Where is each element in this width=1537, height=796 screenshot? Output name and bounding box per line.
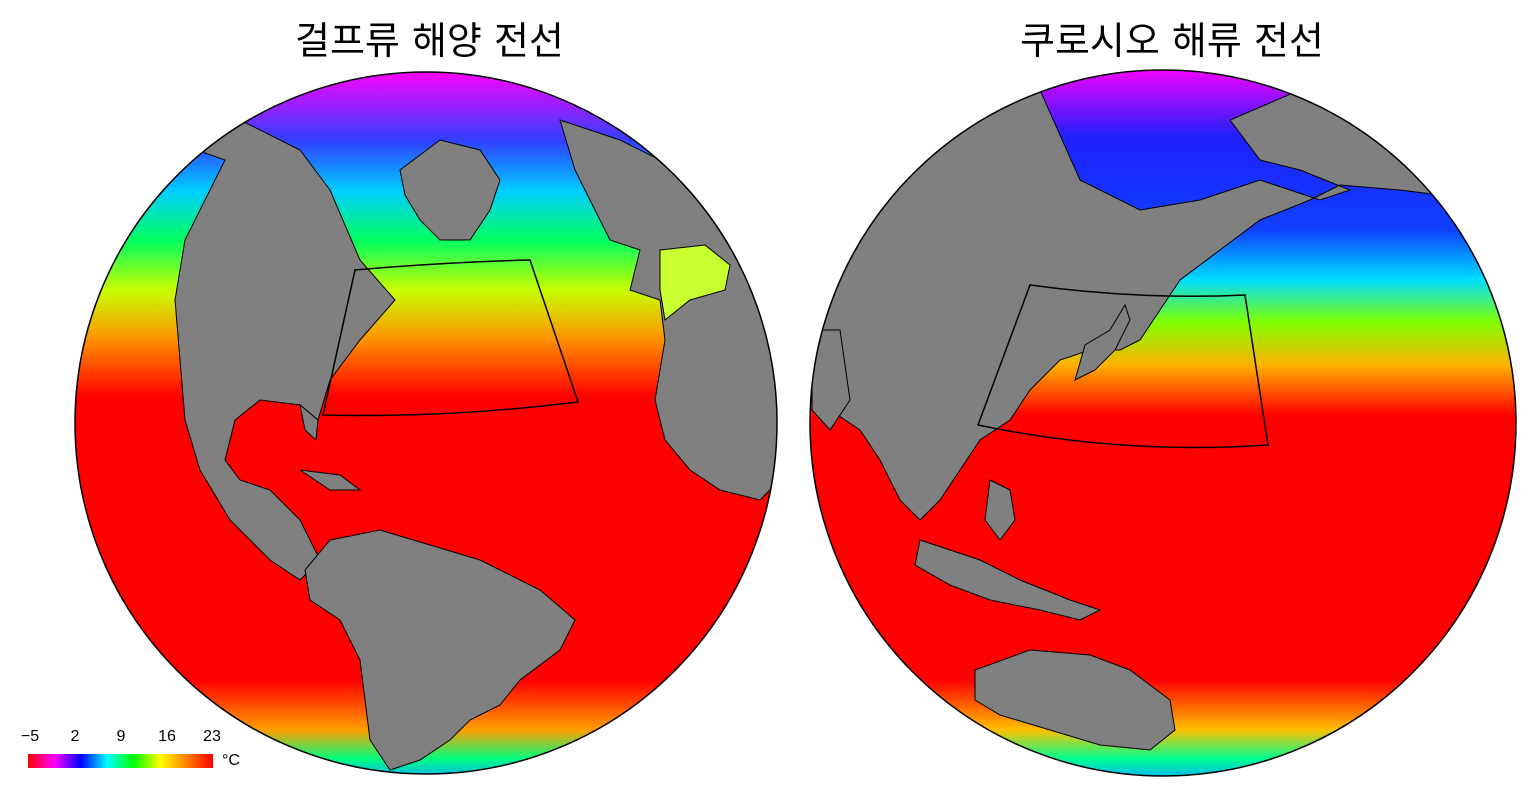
- south-america-landmass: [304, 529, 576, 771]
- colorbar-tick: 16: [158, 728, 176, 745]
- kuroshio-study-box: [976, 284, 1269, 449]
- philippines-landmass: [984, 479, 1016, 541]
- south-asia-landmass: [811, 329, 851, 431]
- right-globe-outline: [809, 69, 1517, 777]
- florida-landmass: [299, 403, 319, 442]
- temperature-colorbar: [28, 754, 213, 768]
- australia-landmass: [974, 649, 1176, 751]
- left-globe: [75, 72, 777, 774]
- caribbean-islands: [299, 469, 362, 491]
- colorbar-tick: −5: [20, 728, 40, 745]
- right-panel-title: 쿠로시오 해류 전선: [1020, 19, 1324, 63]
- asia-landmass: [811, 89, 1482, 521]
- north-america-landmass: [139, 119, 396, 581]
- left-panel-title: 걸프류 해양 전선: [295, 19, 564, 63]
- colorbar-tick: 9: [116, 728, 126, 745]
- left-globe-outline: [74, 71, 778, 775]
- iberia-coast: [659, 244, 731, 321]
- right-globe: [810, 70, 1516, 776]
- colorbar-tick: 23: [203, 728, 221, 745]
- maritime-southeast-asia: [914, 539, 1102, 621]
- gulf-stream-study-box: [322, 259, 580, 417]
- japan-landmass: [1074, 303, 1131, 381]
- colorbar-tick: 2: [70, 728, 80, 745]
- greenland-landmass: [399, 139, 501, 241]
- colorbar-unit: °C: [222, 752, 240, 769]
